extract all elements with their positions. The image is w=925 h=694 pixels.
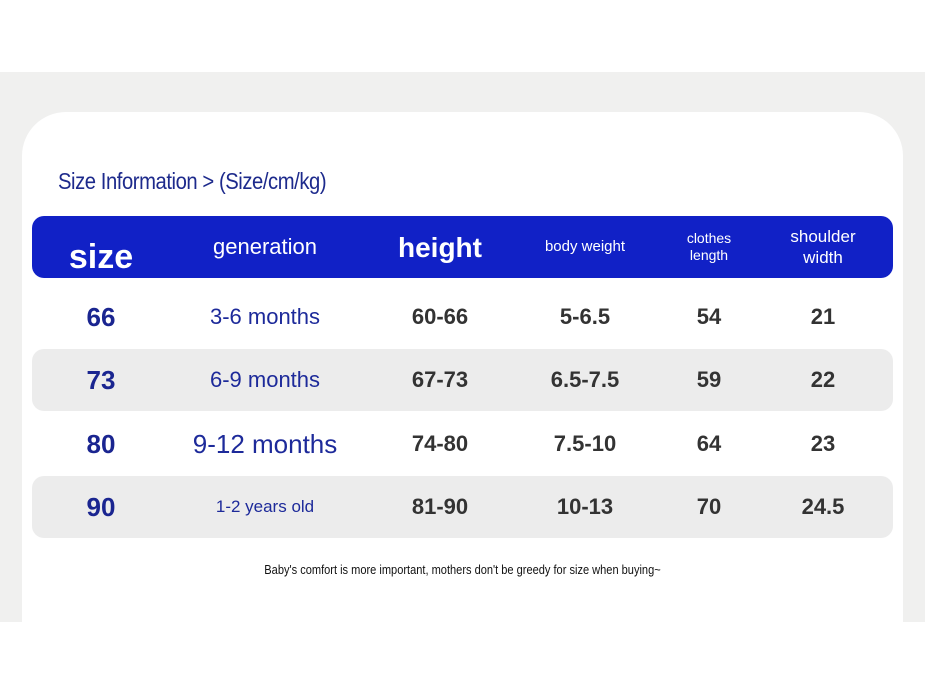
- header-cell: size: [68, 237, 134, 276]
- table-cell: 24.5: [801, 494, 845, 519]
- table-cell: 6-9 months: [209, 367, 321, 392]
- table-cell: 23: [810, 431, 836, 456]
- table-row: 90 1-2 years old 81-90 10-13 70 24.5: [32, 476, 893, 538]
- table-cell: 80: [86, 428, 116, 459]
- table-cell: 59: [696, 367, 722, 392]
- table-header: size generation height body weight clothes l…: [32, 216, 893, 278]
- table-row: 73 6-9 months 67-73 6.5-7.5 59 22: [32, 349, 893, 411]
- table-cell: 67-73: [411, 367, 469, 392]
- table-cell: 60-66: [411, 304, 469, 329]
- table-cell: 90: [86, 491, 116, 522]
- table-cell: 5-6.5: [559, 304, 611, 329]
- header-cell: generation: [213, 234, 317, 260]
- table-cell: 66: [86, 301, 116, 332]
- table-cell: 70: [696, 494, 722, 519]
- table-cell: 9-12 months: [192, 428, 338, 459]
- table-cell: 10-13: [556, 494, 614, 519]
- footer-note: Baby's comfort is more important, mother…: [264, 562, 661, 577]
- table-cell: 6.5-7.5: [550, 367, 620, 392]
- table-cell: 74-80: [411, 431, 469, 456]
- table-cell: 54: [696, 304, 722, 329]
- table-cell: 1-2 years old: [215, 497, 315, 516]
- header-cell: shoulder width: [790, 226, 856, 267]
- table-cell: 73: [86, 364, 116, 395]
- table-cell: 21: [810, 304, 836, 329]
- table-cell: 81-90: [411, 494, 469, 519]
- header-cell: clothes length: [686, 229, 732, 264]
- table-row: 66 3-6 months 60-66 5-6.5 54 21: [32, 286, 893, 348]
- header-cell: body weight: [544, 237, 626, 255]
- table-cell: 3-6 months: [209, 304, 321, 329]
- table-cell: 7.5-10: [553, 431, 617, 456]
- table-cell: 64: [696, 431, 722, 456]
- title: Size Information > (Size/cm/kg): [58, 168, 327, 194]
- table-cell: 22: [810, 367, 836, 392]
- table-row: 80 9-12 months 74-80 7.5-10 64 23: [32, 413, 893, 475]
- header-cell: height: [398, 231, 482, 263]
